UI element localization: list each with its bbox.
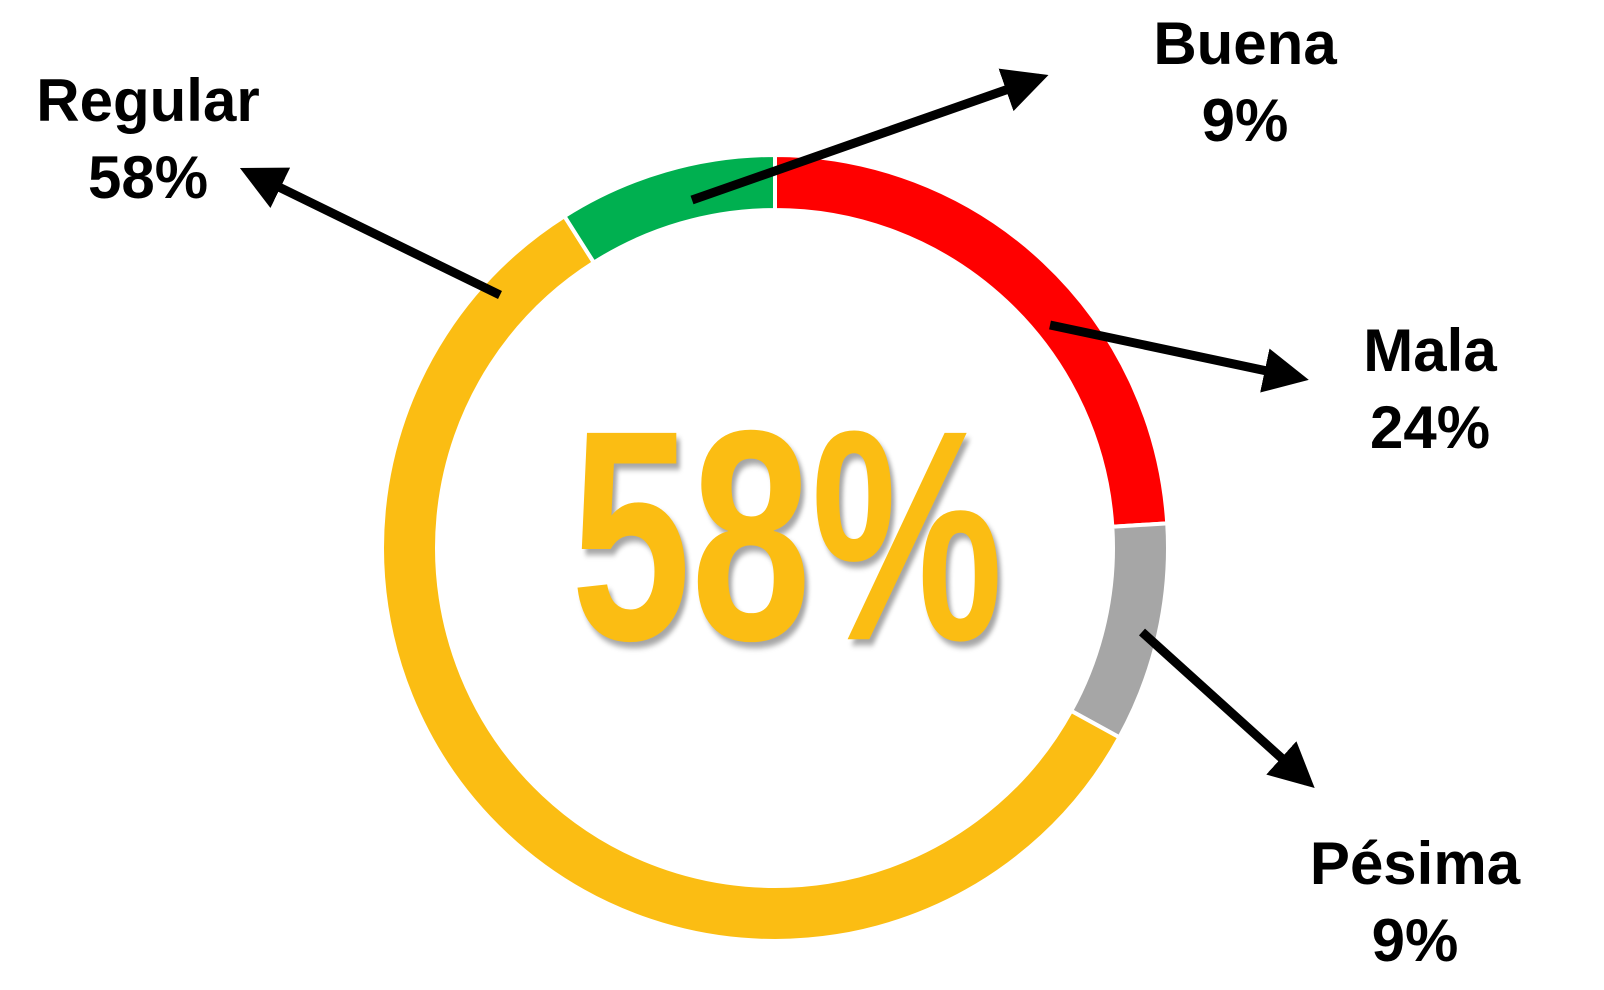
donut-segment [1068, 521, 1170, 741]
center-label: 58% [571, 368, 1003, 703]
leader-arrow [1049, 320, 1309, 393]
leader-arrow [690, 68, 1049, 205]
value-label: 58% [88, 144, 208, 211]
donut-segment [561, 152, 777, 266]
category-label: Regular [36, 67, 259, 134]
value-label: 9% [1372, 907, 1459, 974]
category-label: Buena [1153, 10, 1337, 77]
category-label: Pésima [1310, 830, 1521, 897]
leader-arrow [239, 167, 502, 300]
leader-arrow [1138, 628, 1315, 789]
value-label: 24% [1370, 394, 1490, 461]
value-label: 9% [1202, 87, 1289, 154]
category-label: Mala [1363, 317, 1497, 384]
donut-segment [380, 213, 1123, 943]
